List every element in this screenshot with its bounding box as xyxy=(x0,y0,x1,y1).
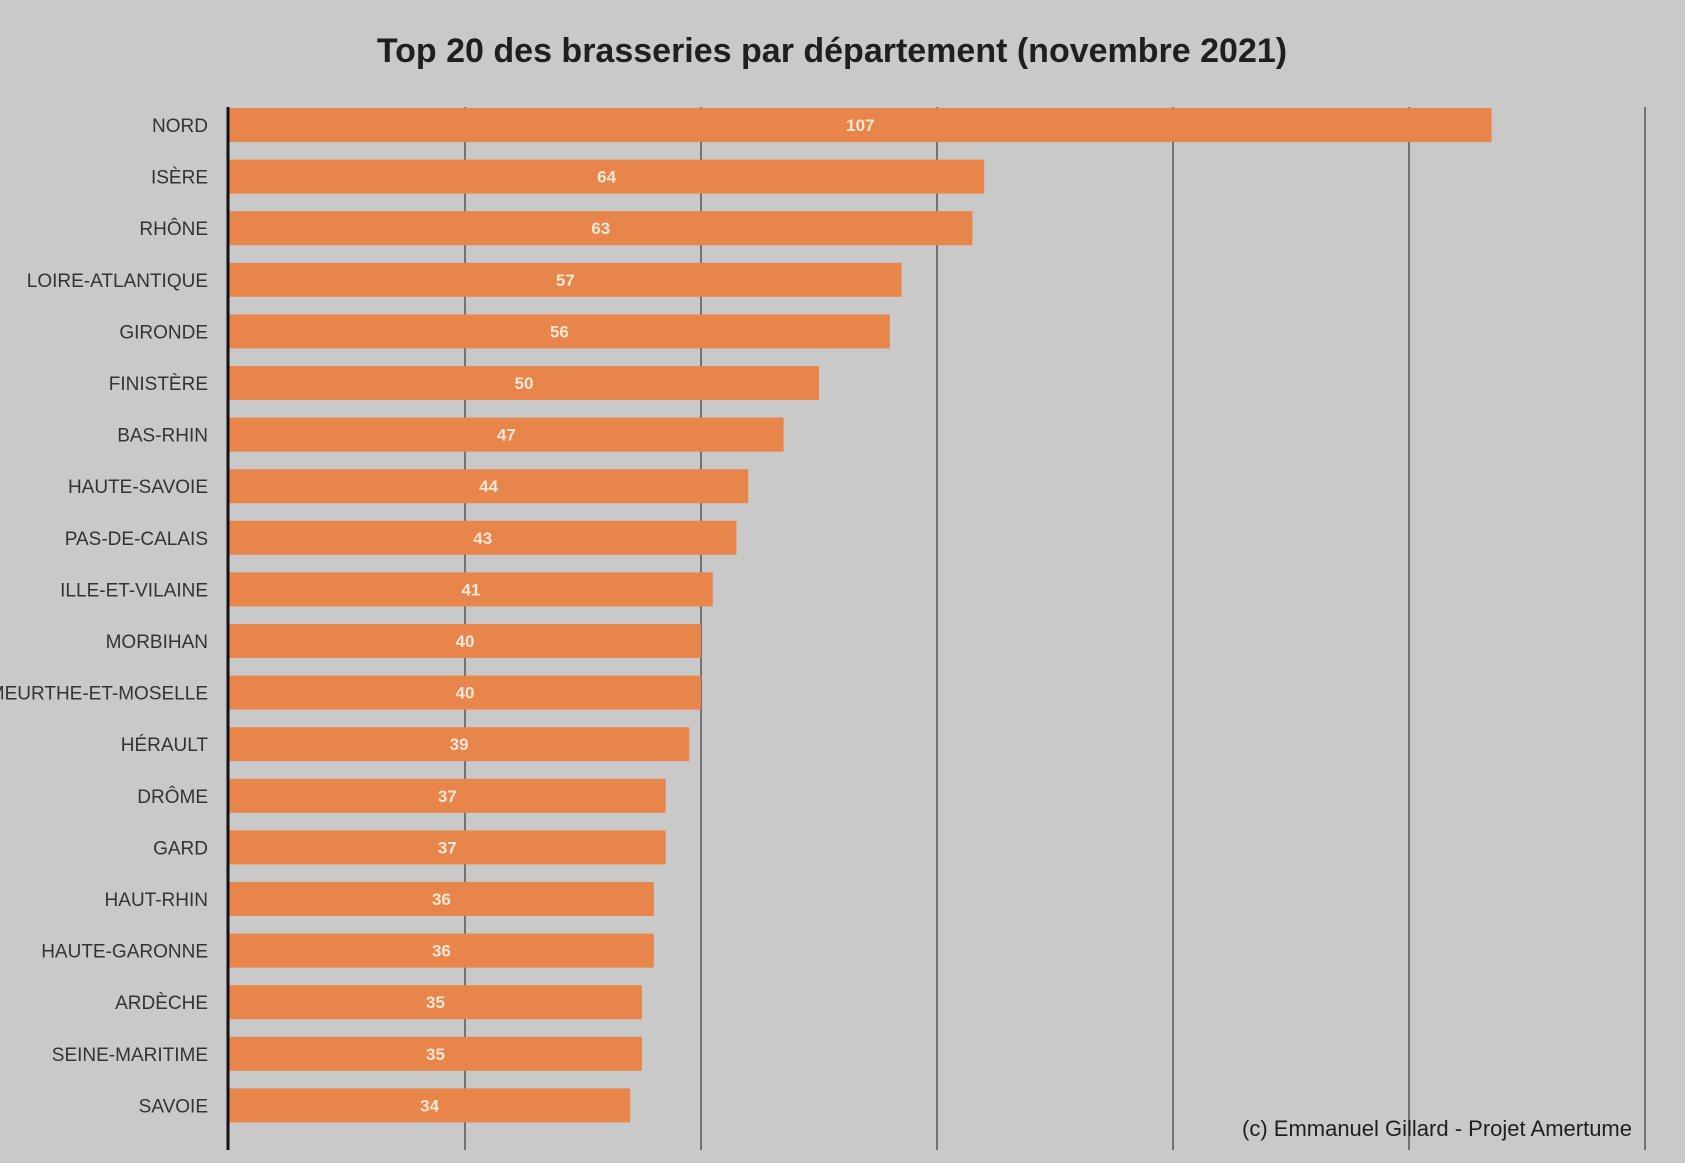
data-label: 36 xyxy=(432,942,451,961)
bar xyxy=(229,520,737,555)
category-label: MORBIHAN xyxy=(106,632,208,653)
bar xyxy=(229,469,749,504)
category-label: HÉRAULT xyxy=(121,735,209,756)
category-label: SAVOIE xyxy=(139,1096,208,1117)
category-label: ARDÈCHE xyxy=(115,993,208,1014)
data-label: 40 xyxy=(456,684,475,703)
data-label: 35 xyxy=(426,1045,445,1064)
bar xyxy=(229,159,985,194)
category-label: RHÔNE xyxy=(139,218,208,240)
data-label: 37 xyxy=(438,787,457,806)
chart-title: Top 20 des brasseries par département (n… xyxy=(377,32,1287,70)
bar xyxy=(229,727,690,762)
data-label: 37 xyxy=(438,838,457,857)
category-label: FINISTÈRE xyxy=(109,374,208,395)
category-label: PAS-DE-CALAIS xyxy=(65,529,208,550)
data-label: 36 xyxy=(432,890,451,909)
data-label: 41 xyxy=(461,580,480,599)
data-label: 40 xyxy=(456,632,475,651)
bar xyxy=(229,985,642,1020)
data-label: 64 xyxy=(597,168,616,187)
category-label: HAUTE-GARONNE xyxy=(41,942,208,963)
bar xyxy=(229,1036,642,1071)
data-label: 39 xyxy=(450,735,469,754)
data-label: 43 xyxy=(473,529,492,548)
category-label: ILLE-ET-VILAINE xyxy=(60,580,208,601)
bar xyxy=(229,417,784,452)
bar xyxy=(229,778,666,813)
data-label: 57 xyxy=(556,271,575,290)
bar xyxy=(229,624,701,658)
category-label: HAUTE-SAVOIE xyxy=(68,477,208,498)
data-label: 47 xyxy=(497,426,516,445)
category-label: LOIRE-ATLANTIQUE xyxy=(27,271,208,292)
bar xyxy=(229,933,654,968)
bar xyxy=(229,675,701,710)
category-label: MEURTHE-ET-MOSELLE xyxy=(0,684,208,705)
bar xyxy=(229,1088,631,1123)
data-label: 35 xyxy=(426,993,445,1012)
bar xyxy=(229,572,713,607)
category-label: BAS-RHIN xyxy=(117,426,208,447)
bar xyxy=(229,108,1492,142)
category-label: GARD xyxy=(153,838,208,859)
bar xyxy=(229,262,902,297)
bar xyxy=(229,366,819,400)
data-label: 44 xyxy=(479,477,498,496)
bar xyxy=(229,314,890,349)
category-label: ISÈRE xyxy=(151,168,208,189)
bar xyxy=(229,830,666,865)
data-label: 56 xyxy=(550,322,569,341)
bar xyxy=(229,211,973,246)
data-label: 34 xyxy=(420,1096,439,1115)
credit-text: (c) Emmanuel Gillard - Projet Amertume xyxy=(1242,1116,1632,1141)
data-label: 107 xyxy=(846,116,874,135)
category-label: GIRONDE xyxy=(119,322,208,343)
bar xyxy=(229,882,654,916)
data-label: 50 xyxy=(515,374,534,393)
category-label: DRÔME xyxy=(137,786,208,808)
category-label: NORD xyxy=(152,116,208,137)
bars: NORD 107 ISÈRE 64 RHÔNE 63 LOIRE-ATLANTIQUE 57 G… xyxy=(0,108,1492,1123)
data-label: 63 xyxy=(591,219,610,238)
category-label: HAUT-RHIN xyxy=(105,890,208,911)
category-label: SEINE-MARITIME xyxy=(52,1045,208,1066)
